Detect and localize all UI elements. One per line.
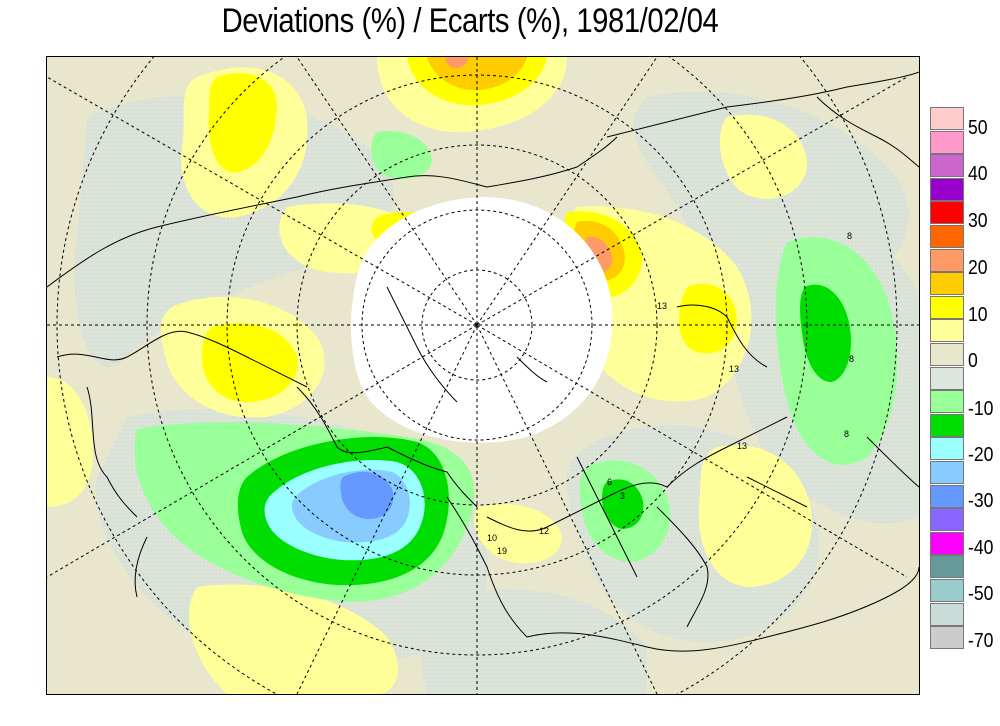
contour-label: 3 bbox=[620, 491, 625, 501]
legend-swatch bbox=[930, 579, 964, 602]
legend-swatch bbox=[930, 295, 964, 319]
legend-swatch bbox=[930, 531, 964, 555]
legend-swatch bbox=[930, 107, 964, 130]
legend-label: 0 bbox=[968, 350, 978, 372]
polar-no-data-cap bbox=[351, 197, 613, 443]
legend-swatch bbox=[930, 343, 964, 366]
legend-swatch bbox=[930, 177, 964, 201]
legend-label: -30 bbox=[968, 490, 994, 512]
legend-label: 50 bbox=[968, 117, 988, 139]
legend-swatch bbox=[930, 130, 964, 154]
contour-label: 13 bbox=[729, 364, 739, 374]
contour-label: 6 bbox=[607, 477, 612, 487]
contour-label: 13 bbox=[657, 301, 667, 311]
legend-label: -10 bbox=[968, 398, 994, 420]
legend-label: 20 bbox=[968, 257, 988, 279]
page-title: Deviations (%) / Ecarts (%), 1981/02/04 bbox=[221, 2, 719, 40]
map-panel: 13 13 13 8 8 8 19 10 12 6 3 bbox=[46, 56, 920, 695]
legend-swatch bbox=[930, 225, 964, 248]
legend-label: -20 bbox=[968, 444, 994, 466]
legend-swatch bbox=[930, 484, 964, 508]
contour-label: 10 bbox=[487, 533, 497, 543]
legend-swatch bbox=[930, 248, 964, 272]
contour-label: 13 bbox=[737, 441, 747, 451]
graticule bbox=[47, 57, 919, 694]
contour-label: 8 bbox=[844, 429, 849, 439]
legend-label: -70 bbox=[968, 630, 994, 652]
legend-swatch bbox=[930, 461, 964, 484]
coastlines bbox=[47, 71, 919, 652]
legend-swatch bbox=[930, 602, 964, 626]
legend-swatch bbox=[930, 154, 964, 178]
contour-label: 8 bbox=[847, 231, 852, 241]
legend-label: 30 bbox=[968, 210, 988, 232]
legend-swatch bbox=[930, 201, 964, 225]
legend-swatch bbox=[930, 390, 964, 414]
contour-label: 19 bbox=[497, 546, 507, 556]
legend-swatch bbox=[930, 413, 964, 437]
legend-swatch bbox=[930, 366, 964, 390]
legend-label: 10 bbox=[968, 304, 988, 326]
negative-20-to-40-regions bbox=[264, 460, 425, 561]
legend-swatch bbox=[930, 319, 964, 343]
legend-swatch bbox=[930, 626, 964, 650]
deviation-map: 13 13 13 8 8 8 19 10 12 6 3 bbox=[47, 57, 919, 694]
legend-swatch bbox=[930, 555, 964, 579]
legend-label: -50 bbox=[968, 583, 994, 605]
legend-swatch bbox=[930, 272, 964, 296]
legend-label: -40 bbox=[968, 537, 994, 559]
legend-swatch bbox=[930, 508, 964, 532]
contour-label: 8 bbox=[849, 354, 854, 364]
legend-label: 40 bbox=[968, 163, 988, 185]
contour-label: 12 bbox=[539, 526, 549, 536]
legend-swatch bbox=[930, 437, 964, 461]
contour-labels: 13 13 13 8 8 8 19 10 12 6 3 bbox=[487, 231, 854, 556]
